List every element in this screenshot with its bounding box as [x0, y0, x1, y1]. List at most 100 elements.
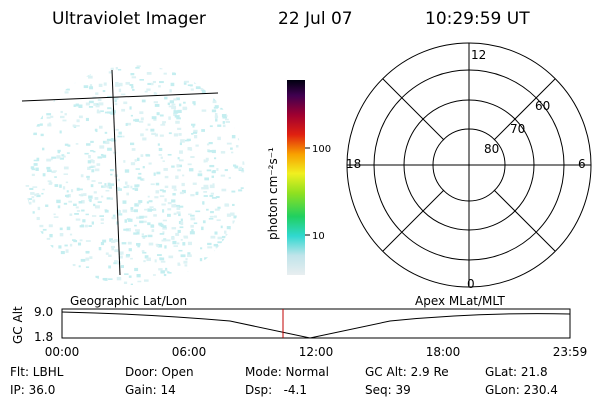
speckle	[138, 120, 144, 123]
speckle	[217, 241, 223, 244]
speckle	[182, 106, 187, 111]
speckle	[46, 169, 52, 173]
speckle	[162, 231, 165, 235]
speckle	[55, 73, 61, 76]
speckle	[131, 86, 134, 89]
speckle	[162, 209, 165, 213]
speckle	[42, 228, 47, 231]
speckle	[237, 260, 243, 264]
speckle	[151, 132, 156, 135]
speckle	[229, 228, 234, 231]
speckle	[184, 80, 189, 83]
speckle	[171, 165, 175, 168]
speckle	[32, 102, 37, 107]
speckle	[134, 188, 139, 191]
speckle	[72, 263, 76, 267]
speckle	[122, 200, 127, 204]
speckle	[162, 226, 167, 230]
speckle	[34, 105, 39, 109]
speckle	[238, 189, 243, 192]
speckle	[205, 160, 208, 163]
speckle	[231, 239, 236, 243]
speckle	[146, 201, 150, 204]
speckle	[226, 142, 232, 145]
speckle	[88, 75, 93, 79]
speckle	[105, 252, 109, 255]
speckle	[206, 208, 209, 211]
speckle	[115, 128, 119, 131]
speckle	[59, 130, 62, 134]
speckle	[240, 187, 244, 189]
speckle	[133, 232, 138, 235]
speckle	[95, 275, 99, 280]
cb-tick-label: 100	[312, 144, 331, 155]
speckle	[208, 217, 214, 220]
speckle	[87, 166, 91, 170]
speckle	[236, 110, 241, 112]
speckle	[231, 134, 236, 139]
speckle	[95, 128, 98, 133]
speckle	[164, 96, 168, 100]
speckle	[50, 158, 53, 161]
speckle	[146, 257, 151, 262]
speckle	[193, 135, 198, 139]
speckle	[183, 235, 188, 238]
speckle	[49, 93, 55, 95]
speckle	[132, 187, 135, 190]
speckle	[227, 110, 231, 114]
speckle	[62, 82, 66, 85]
speckle	[131, 76, 137, 79]
speckle	[240, 270, 245, 273]
speckle	[220, 74, 225, 78]
speckle	[100, 222, 104, 224]
speckle	[110, 173, 113, 176]
orbit-box	[61, 308, 571, 339]
speckle	[81, 224, 84, 228]
speckle	[125, 81, 130, 85]
speckle	[159, 257, 165, 261]
speckle	[80, 282, 85, 285]
speckle	[225, 94, 229, 96]
speckle	[70, 189, 74, 193]
speckle	[144, 90, 148, 93]
speckle	[82, 219, 86, 223]
speckle	[142, 251, 147, 254]
speckle	[124, 181, 128, 185]
speckle	[226, 113, 229, 117]
speckle	[213, 243, 217, 247]
speckle	[206, 266, 211, 270]
speckle	[178, 212, 181, 217]
speckle	[78, 265, 81, 268]
speckle	[238, 108, 242, 112]
speckle	[49, 92, 52, 95]
orbit-curve	[61, 311, 571, 339]
speckle	[60, 250, 65, 255]
speckle	[226, 226, 231, 230]
speckle	[37, 230, 41, 234]
speckle	[46, 73, 49, 77]
image-disk	[25, 65, 245, 285]
speckle	[228, 107, 234, 110]
speckle	[88, 106, 94, 108]
speckle	[180, 254, 186, 258]
speckle	[137, 202, 141, 205]
speckle	[96, 110, 101, 114]
speckle	[127, 241, 132, 245]
speckle	[53, 216, 59, 218]
speckle	[116, 210, 122, 214]
speckle	[187, 163, 192, 166]
speckle	[73, 239, 78, 243]
speckle	[173, 212, 177, 216]
speckle	[227, 65, 232, 69]
speckle	[178, 103, 182, 107]
speckle	[190, 214, 195, 217]
speckle	[162, 190, 166, 193]
speckle	[31, 168, 36, 171]
speckle	[88, 199, 92, 201]
speckle	[27, 201, 32, 205]
speckle	[56, 199, 61, 204]
speckle	[214, 283, 220, 285]
speckle	[211, 261, 214, 264]
speckle	[237, 247, 241, 251]
speckle	[243, 92, 245, 96]
